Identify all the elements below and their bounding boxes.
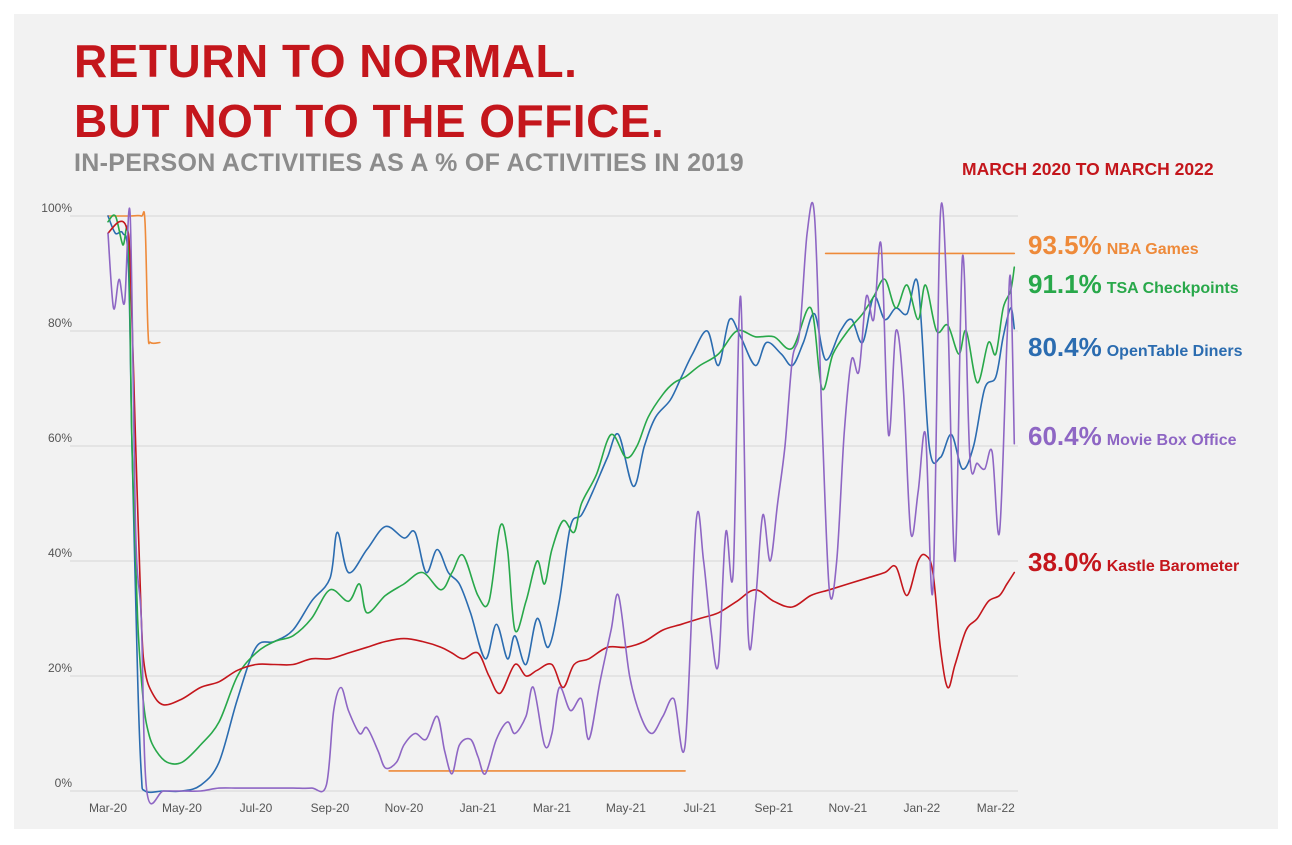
x-tick-label: Jan-22: [903, 801, 940, 815]
y-tick-label: 100%: [41, 201, 72, 215]
x-tick-label: Mar-20: [89, 801, 127, 815]
x-tick-label: Jan-21: [460, 801, 497, 815]
callout-nba: 93.5% NBA Games: [1028, 232, 1199, 258]
callout-tsa: 91.1% TSA Checkpoints: [1028, 271, 1239, 297]
date-range: MARCH 2020 TO MARCH 2022: [962, 159, 1214, 179]
callout-tsa-label: TSA Checkpoints: [1106, 280, 1239, 297]
x-tick-label: Sep-20: [311, 801, 350, 815]
x-tick-label: Nov-21: [828, 801, 867, 815]
x-tick-label: Jul-20: [240, 801, 273, 815]
series-line-opentable: [107, 215, 1016, 794]
x-tick-label: May-21: [606, 801, 646, 815]
callout-movie: 60.4% Movie Box Office: [1028, 423, 1237, 449]
x-tick-label: Mar-22: [977, 801, 1015, 815]
y-tick-label: 0%: [55, 776, 73, 790]
x-tick-label: Mar-21: [533, 801, 571, 815]
callout-movie-label: Movie Box Office: [1106, 432, 1237, 449]
callout-opentable: 80.4% OpenTable Diners: [1028, 334, 1242, 360]
callout-tsa-value: 91.1%: [1028, 269, 1102, 299]
x-tick-label: May-20: [162, 801, 202, 815]
series-line-movie: [107, 201, 1016, 805]
title-line-2: BUT NOT TO THE OFFICE.: [74, 95, 665, 147]
callout-nba-value: 93.5%: [1028, 230, 1102, 260]
y-tick-label: 20%: [48, 661, 72, 675]
callout-nba-label: NBA Games: [1106, 241, 1199, 258]
callout-kastle: 38.0% Kastle Barometer: [1028, 549, 1239, 575]
x-tick-label: Sep-21: [755, 801, 794, 815]
series-line-kastle: [107, 220, 1016, 706]
y-tick-label: 60%: [48, 431, 72, 445]
series-line-tsa: [107, 214, 1016, 765]
callout-opentable-label: OpenTable Diners: [1106, 343, 1243, 360]
y-tick-label: 80%: [48, 316, 72, 330]
callout-opentable-value: 80.4%: [1028, 332, 1102, 362]
callout-movie-value: 60.4%: [1028, 421, 1102, 451]
x-tick-label: Nov-20: [385, 801, 424, 815]
x-tick-label: Jul-21: [684, 801, 717, 815]
y-tick-label: 40%: [48, 546, 72, 560]
series-line-nba: [107, 210, 161, 345]
chart-subtitle: IN-PERSON ACTIVITIES AS A % OF ACTIVITIE…: [74, 149, 744, 177]
callout-kastle-label: Kastle Barometer: [1106, 558, 1240, 575]
title-line-1: RETURN TO NORMAL.: [74, 35, 578, 87]
callout-kastle-value: 38.0%: [1028, 547, 1102, 577]
